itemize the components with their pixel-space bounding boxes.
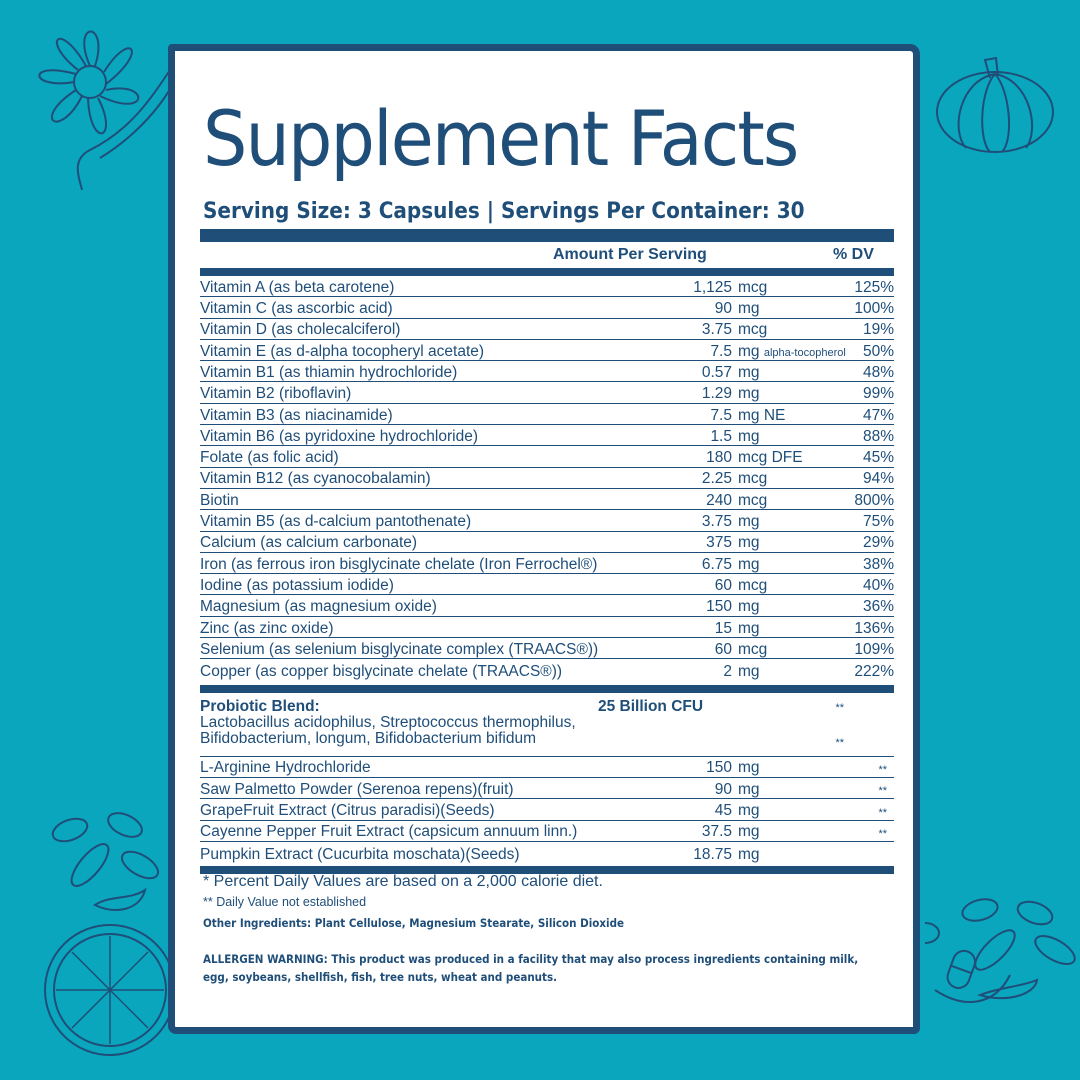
table-header: Amount Per Serving % DV	[200, 242, 894, 268]
table-row: Vitamin E (as d-alpha tocopheryl acetate…	[200, 340, 894, 362]
probiotic-strains-line-2: Bifidobacterium, longum, Bifidobacterium…	[200, 729, 536, 747]
footnotes: * Percent Daily Values are based on a 2,…	[203, 873, 963, 986]
table-row: Vitamin B5 (as d-calcium pantothenate) 3.…	[200, 510, 894, 532]
table-row: Folate (as folic acid) 180 mcg DFE 45%	[200, 446, 894, 468]
divider-bar	[200, 268, 894, 276]
table-row: Vitamin B12 (as cyanocobalamin) 2.25 mcg 9…	[200, 468, 894, 489]
capsules-and-seeds-icon	[925, 898, 1076, 1003]
table-row: Selenium (as selenium bisglycinate compl…	[200, 638, 894, 660]
table-row: Calcium (as calcium carbonate) 375 mg 29%	[200, 532, 894, 553]
table-row: Magnesium (as magnesium oxide) 150 mg 36%	[200, 595, 894, 617]
table-row: Iron (as ferrous iron bisglycinate chela…	[200, 553, 894, 575]
amount-per-serving-header: Amount Per Serving	[553, 246, 707, 263]
table-row: GrapeFruit Extract (Citrus paradisi)(See…	[200, 799, 894, 821]
table-row: Pumpkin Extract (Cucurbita moschata)(See…	[200, 845, 760, 863]
nutrient-list: Vitamin A (as beta carotene) 1,125 mcg 125…	[200, 276, 894, 681]
probiotic-dv: **	[835, 701, 844, 714]
table-row: Vitamin C (as ascorbic acid) 90 mg 100%	[200, 297, 894, 319]
table-row: Vitamin D (as cholecalciferol) 3.75 mcg 19…	[200, 319, 894, 340]
serving-info: Serving Size: 3 Capsules | Servings Per …	[203, 199, 805, 224]
dv-header: % DV	[833, 246, 874, 263]
divider-bar	[200, 866, 894, 875]
pumpkin-top-view-icon	[38, 30, 176, 190]
table-row: Vitamin B1 (as thiamin hydrochloride) 0.5…	[200, 361, 894, 383]
probiotic-blend-row: Probiotic Blend: 25 Billion CFU Lactobac…	[200, 693, 894, 757]
table-row: Vitamin B2 (riboflavin) 1.29 mg 99%	[200, 382, 894, 404]
pumpkin-side-view-icon	[936, 56, 1054, 153]
table-row: Zinc (as zinc oxide) 15 mg 136%	[200, 617, 894, 639]
grapefruit-slice-and-seeds-icon	[44, 812, 176, 1056]
table-row: Cayenne Pepper Fruit Extract (capsicum a…	[200, 821, 894, 842]
probiotic-strains-dv: **	[835, 736, 844, 749]
other-actives-list: L-Arginine Hydrochloride 150 mg ** Saw Palm…	[200, 757, 894, 863]
probiotic-strains-line-1: Lactobacillus acidophilus, Streptococcus…	[200, 713, 576, 731]
table-row: Iodine (as potassium iodide) 60 mcg 40%	[200, 574, 894, 596]
table-row: Vitamin B6 (as pyridoxine hydrochloride)…	[200, 425, 894, 447]
percent-dv-footnote: * Percent Daily Values are based on a 2,…	[203, 873, 603, 890]
dv-not-established-footnote: ** Daily Value not established	[203, 895, 367, 909]
probiotic-blend-label: Probiotic Blend:	[200, 697, 320, 715]
table-row: Vitamin A (as beta carotene) 1,125 mcg 125…	[200, 276, 894, 298]
divider-bar	[200, 229, 894, 242]
table-row: Biotin 240 mcg 800%	[200, 489, 894, 511]
divider-bar	[200, 684, 894, 693]
other-ingredients: Other Ingredients: Plant Cellulose, Magn…	[203, 916, 625, 930]
table-row: L-Arginine Hydrochloride 150 mg **	[200, 757, 894, 778]
page-title: Supplement Facts	[203, 94, 799, 183]
probiotic-blend-amount: 25 Billion CFU	[598, 697, 704, 715]
supplement-facts-panel: Supplement Facts Serving Size: 3 Capsule…	[168, 44, 920, 1034]
allergen-warning: ALLERGEN WARNING: This product was produ…	[203, 952, 859, 984]
table-row: Vitamin B3 (as niacinamide) 7.5 mg NE 47%	[200, 404, 894, 426]
table-row: Saw Palmetto Powder (Serenoa repens)(fru…	[200, 778, 894, 800]
supplement-facts-table: Amount Per Serving % DV Vitamin A (as be…	[200, 229, 894, 875]
table-row: Copper (as copper bisglycinate chelate (…	[200, 663, 894, 681]
